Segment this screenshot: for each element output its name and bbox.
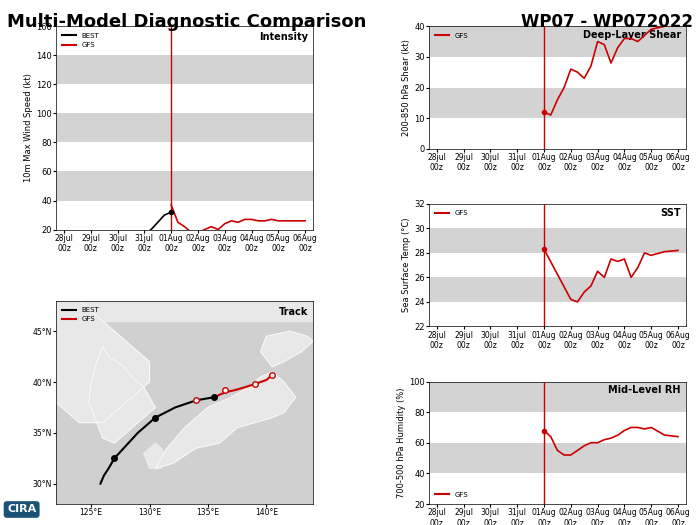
Polygon shape bbox=[144, 443, 167, 468]
Legend: GFS: GFS bbox=[433, 207, 471, 219]
Polygon shape bbox=[260, 331, 313, 367]
Y-axis label: Sea Surface Temp (°C): Sea Surface Temp (°C) bbox=[402, 218, 412, 312]
Bar bbox=[429, 118, 686, 149]
Y-axis label: 10m Max Wind Speed (kt): 10m Max Wind Speed (kt) bbox=[25, 74, 33, 182]
Bar bbox=[429, 412, 686, 443]
Bar bbox=[429, 302, 686, 327]
Text: SST: SST bbox=[660, 207, 681, 217]
Bar bbox=[429, 57, 686, 88]
Bar bbox=[56, 142, 313, 172]
Bar bbox=[429, 474, 686, 504]
Polygon shape bbox=[89, 346, 155, 443]
Polygon shape bbox=[155, 372, 295, 468]
Text: Mid-Level RH: Mid-Level RH bbox=[608, 385, 681, 395]
Text: CIRA: CIRA bbox=[7, 505, 36, 514]
Polygon shape bbox=[56, 301, 313, 321]
Y-axis label: 200-850 hPa Shear (kt): 200-850 hPa Shear (kt) bbox=[402, 39, 412, 136]
Bar bbox=[56, 26, 313, 55]
Polygon shape bbox=[56, 301, 150, 423]
Legend: GFS: GFS bbox=[433, 30, 471, 41]
Bar bbox=[429, 204, 686, 228]
Legend: GFS: GFS bbox=[433, 489, 471, 500]
Text: Multi-Model Diagnostic Comparison: Multi-Model Diagnostic Comparison bbox=[7, 13, 366, 31]
Text: Intensity: Intensity bbox=[259, 33, 308, 43]
Bar bbox=[429, 253, 686, 277]
Text: Track: Track bbox=[279, 307, 308, 317]
Y-axis label: 700-500 hPa Humidity (%): 700-500 hPa Humidity (%) bbox=[397, 387, 406, 498]
Bar bbox=[56, 85, 313, 113]
Text: WP07 - WP072022: WP07 - WP072022 bbox=[521, 13, 693, 31]
Bar bbox=[56, 201, 313, 229]
Text: Deep-Layer Shear: Deep-Layer Shear bbox=[582, 30, 681, 40]
Legend: BEST, GFS: BEST, GFS bbox=[60, 30, 102, 51]
Legend: BEST, GFS: BEST, GFS bbox=[60, 304, 102, 325]
